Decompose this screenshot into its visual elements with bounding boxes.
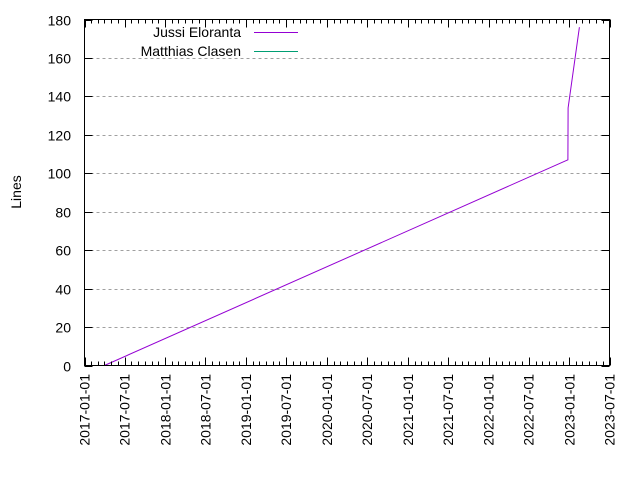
y-tick-label: 80 xyxy=(55,205,71,221)
x-tick-label: 2020-07-01 xyxy=(359,374,375,446)
y-axis-label: Lines xyxy=(8,175,24,208)
y-tick-label: 20 xyxy=(55,320,71,336)
x-tick-label: 2021-07-01 xyxy=(440,374,456,446)
x-tick-label: 2017-01-01 xyxy=(77,374,93,446)
x-tick-label: 2021-01-01 xyxy=(400,374,416,446)
y-tick-label: 140 xyxy=(48,89,72,105)
y-gridlines xyxy=(84,58,610,328)
y-tick-label: 180 xyxy=(48,13,72,29)
y-axis: 0 20 40 60 80 100 120 140 160 180 xyxy=(48,13,610,375)
x-tick-label: 2017-07-01 xyxy=(117,374,133,446)
x-tick-label: 2019-07-01 xyxy=(278,374,294,446)
series-lines xyxy=(104,27,580,366)
x-tick-label: 2023-07-01 xyxy=(602,374,618,446)
x-tick-label: 2018-01-01 xyxy=(157,374,173,446)
x-tick-label: 2022-07-01 xyxy=(521,374,537,446)
x-tick-label: 2022-01-01 xyxy=(481,374,497,446)
series-line xyxy=(104,27,580,366)
legend-label: Matthias Clasen xyxy=(141,43,241,59)
x-tick-label: 2018-07-01 xyxy=(197,374,213,446)
legend-label: Jussi Eloranta xyxy=(153,24,241,40)
x-tick-label: 2023-01-01 xyxy=(561,374,577,446)
y-tick-label: 40 xyxy=(55,282,71,298)
x-axis: 2017-01-01 2017-07-01 2018-01-01 2018-07-01… xyxy=(77,19,618,446)
y-tick-label: 160 xyxy=(48,51,72,67)
y-tick-label: 60 xyxy=(55,243,71,259)
legend: Jussi Eloranta Matthias Clasen xyxy=(141,24,298,59)
x-tick-label: 2020-01-01 xyxy=(319,374,335,446)
y-tick-label: 0 xyxy=(63,359,71,375)
x-tick-label: 2019-01-01 xyxy=(238,374,254,446)
y-tick-label: 120 xyxy=(48,128,72,144)
plot-border xyxy=(84,19,610,366)
y-tick-label: 100 xyxy=(48,166,72,182)
